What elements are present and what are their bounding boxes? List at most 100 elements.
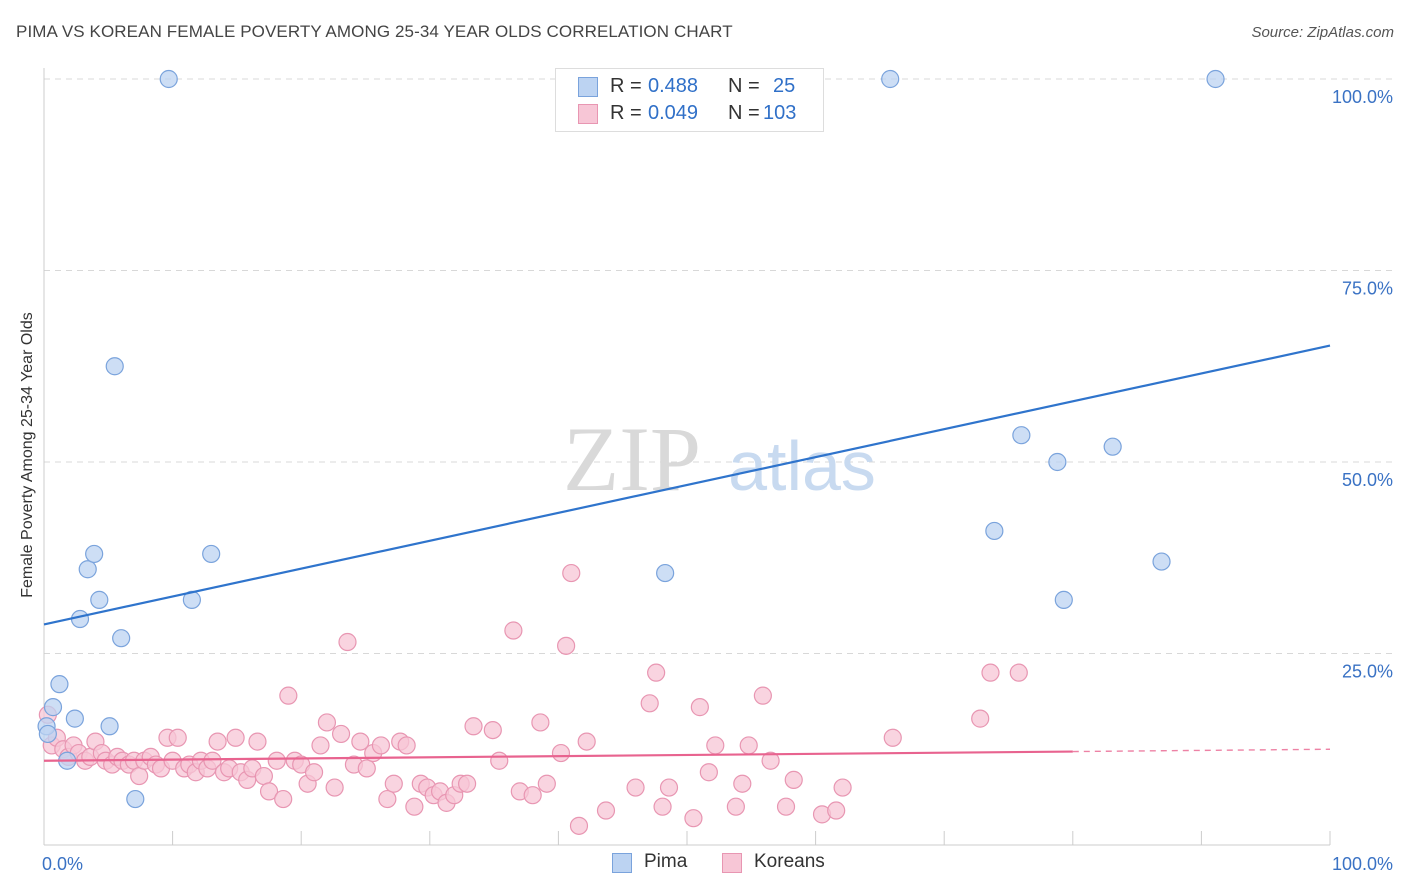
korean-point-98 [761, 751, 780, 770]
bottom-koreans-label: Koreans [754, 851, 825, 872]
koreans-r-value: 0.049 [648, 102, 699, 124]
korean-point-51 [331, 724, 351, 744]
pima-point-20 [1012, 426, 1031, 445]
pima-point-7 [78, 560, 97, 579]
grid-layer [44, 78, 1395, 654]
pima-point-3 [50, 675, 69, 694]
correlation-legend: R = 0.488 N = 25 R = 0.049 N = 103 [555, 68, 824, 132]
korean-point-41 [267, 751, 286, 770]
pima-point-16 [202, 544, 221, 564]
korean-point-38 [248, 732, 267, 751]
pima-point-6 [70, 609, 90, 629]
korean-point-104 [883, 728, 902, 747]
pima-swatch [578, 77, 598, 97]
x-tick-label-max: 100.0% [1332, 854, 1393, 874]
korean-point-102 [827, 801, 846, 820]
korean-point-70 [457, 774, 477, 793]
korean-trend-line [43, 750, 1073, 762]
korean-point-52 [338, 632, 357, 652]
pima-n-label: N = [728, 75, 760, 97]
pima-point-25 [1206, 69, 1225, 89]
source-label: Source: ZipAtlas.com [1251, 24, 1394, 41]
korean-point-86 [640, 694, 659, 713]
korean-point-71 [464, 717, 483, 736]
korean-point-91 [690, 698, 709, 717]
korean-point-47 [304, 763, 324, 782]
korean-point-84 [596, 801, 616, 820]
bottom-pima-swatch [612, 853, 632, 873]
korean-point-42 [274, 789, 293, 809]
korean-point-58 [378, 789, 397, 809]
korean-point-34 [226, 728, 245, 747]
pima-point-13 [126, 789, 145, 809]
korean-point-74 [504, 621, 523, 640]
watermark-zip: ZIP [563, 408, 701, 510]
korean-point-72 [483, 720, 502, 740]
korean-point-79 [551, 743, 571, 763]
korean-point-78 [537, 774, 556, 793]
pima-r-label: R = [610, 75, 642, 97]
watermark: ZIP atlas [563, 408, 876, 510]
korean-point-92 [699, 763, 718, 782]
korean-point-107 [1009, 663, 1028, 682]
pima-point-22 [1054, 590, 1073, 609]
x-tick-label-min: 0.0% [42, 854, 83, 874]
trend-layer [43, 344, 1331, 762]
korean-point-105 [971, 709, 990, 728]
bottom-koreans-swatch [722, 853, 742, 873]
korean-point-76 [523, 786, 542, 805]
korean-point-89 [659, 778, 679, 797]
korean-point-31 [208, 732, 227, 751]
korean-point-24 [168, 728, 187, 747]
y-tick-label-75: 75.0% [1342, 279, 1393, 299]
pima-point-1 [38, 724, 57, 744]
y-tick-label-25: 25.0% [1342, 662, 1393, 682]
korean-point-73 [490, 751, 509, 770]
pima-point-5 [65, 709, 84, 728]
korean-point-85 [626, 778, 645, 797]
korean-point-40 [259, 782, 279, 801]
korean-point-49 [317, 713, 337, 732]
koreans-n-value: 103 [763, 102, 797, 124]
korean-point-95 [733, 774, 752, 793]
pima-point-24 [1152, 552, 1171, 571]
korean-point-39 [254, 766, 274, 786]
korean-point-30 [203, 751, 222, 770]
tick-labels: 25.0% 50.0% 75.0% 100.0% 0.0% 100.0% [42, 87, 1393, 874]
korean-point-96 [739, 736, 758, 755]
korean-point-83 [577, 732, 596, 751]
korean-point-100 [784, 770, 803, 789]
pima-point-2 [43, 698, 63, 717]
korean-point-57 [371, 736, 391, 755]
pima-point-8 [85, 544, 104, 564]
korean-point-94 [726, 797, 745, 816]
koreans-n-label: N = [728, 102, 760, 124]
korean-point-82 [569, 816, 589, 835]
korean-point-106 [981, 663, 1000, 682]
pima-n-value: 25 [773, 75, 796, 97]
chart-title: PIMA VS KOREAN FEMALE POVERTY AMONG 25-3… [16, 22, 733, 41]
korean-trend-line-extension [1072, 748, 1331, 753]
pima-point-18 [881, 69, 900, 89]
korean-point-59 [384, 774, 403, 793]
y-tick-label-100: 100.0% [1332, 87, 1393, 107]
korean-point-43 [279, 686, 298, 705]
korean-point-55 [357, 759, 376, 778]
koreans-swatch [578, 104, 598, 124]
pima-trend-line [43, 344, 1331, 626]
pima-point-23 [1103, 437, 1122, 456]
bottom-pima-label: Pima [644, 851, 688, 872]
korean-point-62 [405, 797, 424, 816]
korean-point-61 [397, 736, 416, 755]
pima-r-value: 0.488 [648, 75, 699, 97]
korean-point-103 [833, 778, 852, 797]
korean-point-93 [706, 736, 725, 755]
pima-point-9 [90, 590, 109, 609]
korean-point-17 [130, 766, 149, 786]
pima-point-17 [656, 563, 675, 583]
pima-point-10 [100, 717, 119, 736]
pima-point-12 [112, 629, 131, 648]
pima-point-19 [985, 521, 1004, 541]
korean-point-99 [776, 797, 796, 816]
